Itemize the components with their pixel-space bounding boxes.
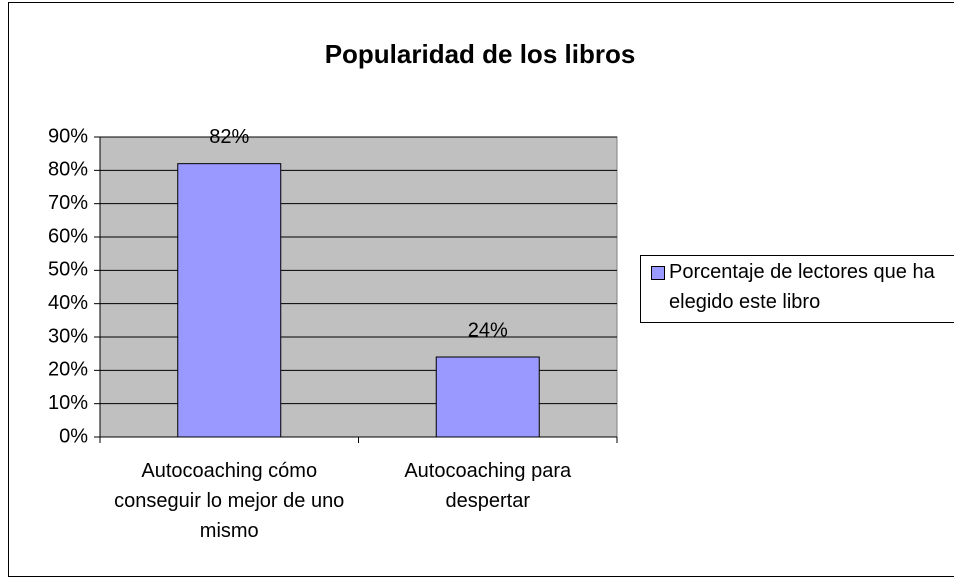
bar (178, 164, 281, 437)
y-tick-label: 70% (48, 192, 88, 214)
y-tick-label: 0% (59, 425, 88, 447)
legend-label-text: Porcentaje de lectores que ha elegido es… (669, 257, 954, 317)
y-tick-label: 20% (48, 359, 88, 381)
x-tick-label-text: Autocoaching para despertar (368, 456, 608, 516)
legend-swatch (652, 267, 665, 280)
x-tick-label: Autocoaching cómo conseguir lo mejor de … (109, 456, 349, 556)
y-tick-label: 60% (48, 225, 88, 247)
y-tick-label: 10% (48, 392, 88, 414)
legend-label: Porcentaje de lectores que ha elegido es… (669, 257, 954, 321)
y-tick-label: 30% (48, 325, 88, 347)
y-tick-label: 40% (48, 292, 88, 314)
x-tick-label-text: Autocoaching cómo conseguir lo mejor de … (109, 456, 349, 546)
chart-title: Popularidad de los libros (325, 39, 636, 69)
data-label: 82% (209, 126, 249, 148)
y-tick-label: 50% (48, 259, 88, 281)
bar (436, 357, 539, 437)
y-tick-label: 80% (48, 159, 88, 181)
y-tick-label: 90% (48, 125, 88, 147)
data-label: 24% (468, 319, 508, 341)
x-tick-label: Autocoaching para despertar (368, 456, 608, 556)
